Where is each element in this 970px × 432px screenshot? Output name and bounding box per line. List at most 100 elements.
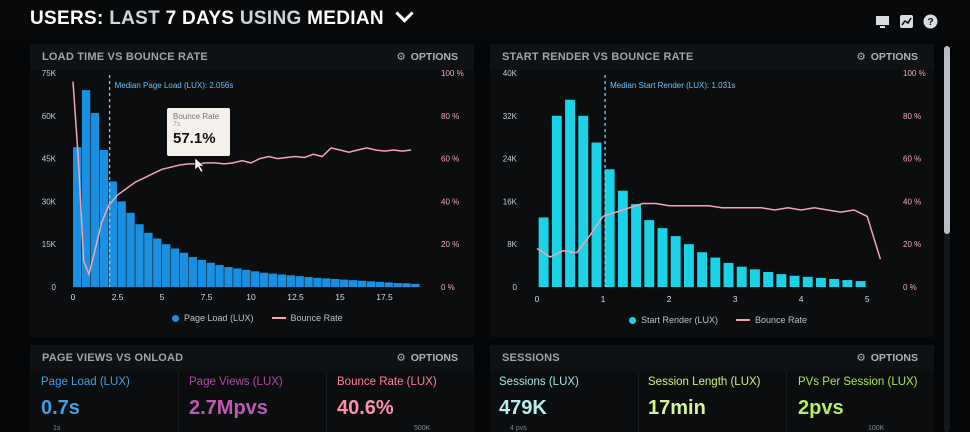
options-label: OPTIONS	[870, 352, 918, 364]
stat-sessions[interactable]: Sessions (LUX) 479K	[499, 376, 579, 420]
stat-label: Session Length (LUX)	[648, 376, 761, 388]
scrollbar-track[interactable]	[944, 46, 950, 432]
title-last: LAST	[109, 8, 160, 29]
render-options-button[interactable]: ⚙ OPTIONS	[856, 51, 918, 63]
stat-value: 2pvs	[798, 397, 844, 419]
sessions-panel-title: SESSIONS	[502, 352, 560, 364]
stat-session-length[interactable]: Session Length (LUX) 17min	[648, 376, 761, 420]
title-using: USING	[239, 8, 302, 29]
y2-tick-label: 60 %	[903, 155, 921, 164]
chart-bar	[789, 275, 800, 287]
sessions-options-button[interactable]: ⚙ OPTIONS	[856, 352, 918, 364]
cursor-icon	[194, 157, 205, 173]
x-tick-label: 1	[601, 294, 606, 304]
load-panel-title: LOAD TIME VS BOUNCE RATE	[42, 51, 208, 63]
page-title[interactable]: USERS: LAST 7 DAYS USING MEDIAN	[30, 4, 414, 30]
tooltip-label: Bounce Rate	[173, 112, 220, 121]
chart-bar	[551, 115, 562, 287]
chart-bar	[723, 262, 734, 287]
stat-value: 40.6%	[337, 397, 394, 419]
y2-tick-label: 80 %	[441, 112, 459, 121]
stat-label: PVs Per Session (LUX)	[798, 376, 918, 388]
x-tick-label: 3	[733, 294, 738, 304]
chart-bar	[277, 274, 287, 287]
chart-bar	[135, 224, 144, 287]
title-days: 7 DAYS	[165, 8, 235, 29]
stat-page-views[interactable]: Page Views (LUX) 2.7Mpvs	[189, 376, 283, 420]
chart-bar	[366, 281, 376, 287]
chart-icon[interactable]	[899, 14, 914, 29]
chart-bar	[179, 252, 189, 287]
scrollbar-thumb[interactable]	[944, 46, 950, 234]
x-tick-label: 17.5	[376, 292, 393, 302]
options-label: OPTIONS	[410, 51, 458, 63]
chart-bar	[197, 259, 206, 287]
chart-bar	[322, 278, 331, 287]
chart-bar	[188, 257, 198, 287]
stat-page-load[interactable]: Page Load (LUX) 0.7s	[41, 376, 130, 420]
chart-bar	[749, 269, 760, 287]
legend-start-render[interactable]: Start Render (LUX)	[629, 315, 718, 325]
y-tick-label: 15K	[42, 240, 57, 249]
median-label: Median Page Load (LUX): 2.056s	[115, 81, 234, 90]
y2-tick-label: 40 %	[903, 197, 921, 206]
legend-page-load[interactable]: Page Load (LUX)	[172, 313, 254, 323]
bounce-rate-line	[72, 81, 412, 277]
stat-value: 479K	[499, 397, 547, 419]
y2-tick-label: 0 %	[903, 283, 917, 292]
header-icons: ?	[875, 14, 938, 29]
sessions-panel: SESSIONS ⚙ OPTIONS	[490, 345, 934, 432]
render-panel-title: START RENDER VS BOUNCE RATE	[502, 51, 694, 63]
monitor-icon[interactable]	[875, 14, 890, 29]
title-users: USERS:	[30, 8, 104, 29]
stat-label: Bounce Rate (LUX)	[337, 376, 437, 388]
load-time-panel: LOAD TIME VS BOUNCE RATE ⚙ OPTIONS	[30, 44, 474, 337]
pageviews-panel-header: PAGE VIEWS VS ONLOAD ⚙ OPTIONS	[30, 345, 474, 371]
load-options-button[interactable]: ⚙ OPTIONS	[396, 51, 458, 63]
stat-label: Sessions (LUX)	[499, 376, 579, 388]
legend-dot	[172, 314, 179, 322]
chart-bar	[802, 276, 813, 287]
chart-bar	[657, 228, 668, 287]
chart-bar	[842, 280, 853, 287]
render-chart-legend: Start Render (LUX) Bounce Rate	[629, 315, 807, 325]
chart-bar	[411, 283, 420, 287]
gear-icon: ⚙	[856, 352, 866, 364]
chart-bar	[644, 220, 655, 287]
chart-bar	[295, 276, 304, 287]
chart-bar	[153, 238, 162, 287]
y2-tick-label: 80 %	[903, 112, 921, 121]
load-panel-header: LOAD TIME VS BOUNCE RATE ⚙ OPTIONS	[30, 44, 474, 70]
y2-tick-label: 40 %	[441, 197, 459, 206]
chart-bar	[670, 236, 681, 287]
sessions-panel-header: SESSIONS ⚙ OPTIONS	[490, 345, 934, 371]
stat-pvs-per-session[interactable]: PVs Per Session (LUX) 2pvs	[798, 376, 918, 420]
x-tick-label: 10	[246, 292, 256, 302]
y-tick-label: 60K	[42, 112, 57, 121]
x-tick-label: 0	[535, 294, 540, 304]
legend-bounce-rate[interactable]: Bounce Rate	[271, 313, 343, 323]
chart-bar	[736, 266, 747, 287]
chart-bar	[565, 99, 575, 287]
x-tick-label: 4	[799, 294, 804, 304]
chart-bar	[617, 190, 628, 287]
chart-bar	[233, 268, 242, 287]
page-views-panel: PAGE VIEWS VS ONLOAD ⚙ OPTIONS	[30, 345, 474, 432]
y-tick-label: 40K	[503, 69, 518, 78]
stat-sub: 1s	[53, 425, 61, 432]
chart-bar	[402, 283, 411, 287]
chart-bar	[242, 269, 251, 287]
chart-bar	[829, 278, 840, 287]
options-label: OPTIONS	[870, 51, 918, 63]
chart-bar	[108, 181, 117, 287]
help-icon[interactable]: ?	[923, 14, 938, 29]
pageviews-options-button[interactable]: ⚙ OPTIONS	[396, 352, 458, 364]
chart-bar	[357, 280, 367, 287]
stat-bounce-rate[interactable]: Bounce Rate (LUX) 40.6%	[337, 376, 437, 420]
y-tick-label: 0	[513, 283, 518, 292]
tooltip-value: 57.1%	[173, 130, 216, 147]
chart-bar	[591, 142, 602, 287]
stat-sub: 500K	[414, 425, 431, 432]
chart-bar	[90, 112, 100, 288]
legend-bounce-rate-2[interactable]: Bounce Rate	[736, 315, 807, 325]
